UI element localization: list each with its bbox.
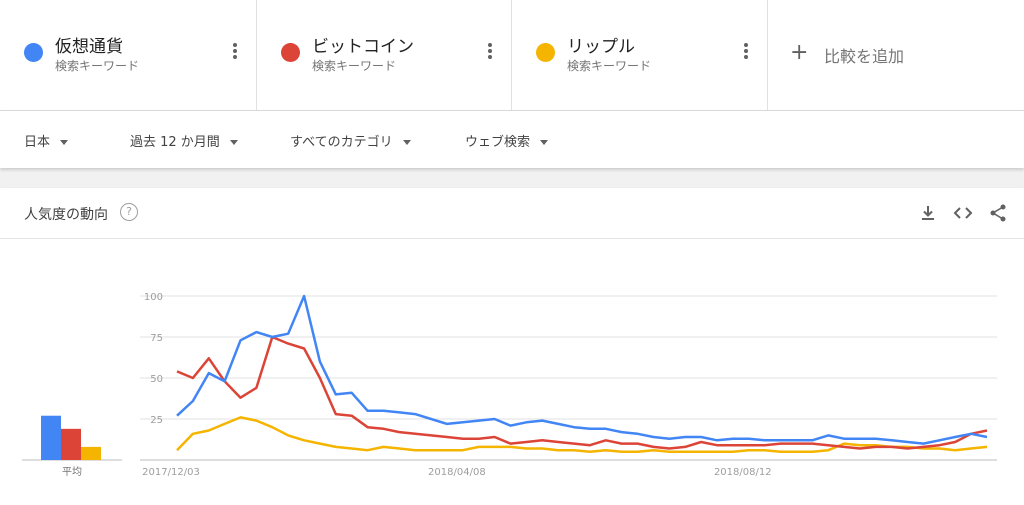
interest-over-time-card: 人気度の動向 ? 平均 25 50 75 100 2017/12/03 2018/04/0…: [0, 188, 1024, 505]
x-tick-label: 2018/08/12: [714, 467, 772, 478]
download-icon[interactable]: [917, 202, 939, 224]
term-name: 仮想通貨: [55, 37, 123, 57]
card-header: 人気度の動向 ?: [0, 188, 1024, 239]
term-subtitle: 検索キーワード: [55, 59, 140, 73]
series-color-dot: [24, 43, 43, 62]
category-dropdown[interactable]: すべてのカテゴリ: [290, 131, 411, 150]
term-subtitle: 検索キーワード: [567, 59, 652, 73]
series-line-3: [176, 416, 988, 454]
x-tick-label: 2018/04/08: [428, 467, 486, 478]
series-line-2: [176, 335, 988, 450]
filter-bar: 日本 過去 12 か月間 すべてのカテゴリ ウェブ検索: [0, 111, 1024, 168]
y-tick-label: 25: [150, 415, 163, 426]
more-options-icon[interactable]: [232, 43, 238, 63]
y-tick-label: 75: [150, 333, 163, 344]
average-bar-2: [61, 428, 81, 460]
term-name: リップル: [567, 37, 635, 57]
y-tick-label: 50: [150, 374, 163, 385]
share-icon[interactable]: [987, 202, 1009, 224]
search-type-dropdown[interactable]: ウェブ検索: [465, 131, 549, 150]
series-color-dot: [281, 43, 300, 62]
region-dropdown[interactable]: 日本: [24, 131, 69, 150]
help-icon[interactable]: ?: [120, 203, 138, 221]
add-comparison-label: 比較を追加: [824, 47, 905, 66]
x-tick-label: 2017/12/03: [142, 467, 200, 478]
search-type-label: ウェブ検索: [465, 135, 531, 150]
term-card-3[interactable]: リップル 検索キーワード: [512, 0, 768, 110]
caret-down-icon: [229, 140, 238, 145]
average-label: 平均: [62, 466, 82, 478]
card-title: 人気度の動向: [24, 207, 108, 223]
term-subtitle: 検索キーワード: [312, 59, 397, 73]
plus-icon: +: [790, 40, 809, 65]
region-label: 日本: [24, 135, 51, 150]
line-chart: 25 50 75 100 2017/12/03 2018/04/08 2018/08/12: [140, 292, 997, 478]
term-card-2[interactable]: ビットコイン 検索キーワード: [257, 0, 512, 110]
time-range-label: 過去 12 か月間: [130, 135, 220, 150]
search-terms-bar: 仮想通貨 検索キーワード ビットコイン 検索キーワード リップル 検索キーワード…: [0, 0, 1024, 111]
average-bar-3: [81, 446, 101, 460]
series-color-dot: [536, 43, 555, 62]
caret-down-icon: [402, 140, 411, 145]
add-comparison-button[interactable]: + 比較を追加: [768, 0, 1024, 110]
series-line-1: [176, 294, 988, 445]
term-card-1[interactable]: 仮想通貨 検索キーワード: [0, 0, 257, 110]
y-tick-label: 100: [144, 292, 163, 303]
term-name: ビットコイン: [312, 37, 414, 57]
embed-icon[interactable]: [952, 202, 974, 224]
average-bar-chart: 平均: [22, 415, 122, 478]
more-options-icon[interactable]: [743, 43, 749, 63]
caret-down-icon: [540, 140, 549, 145]
time-range-dropdown[interactable]: 過去 12 か月間: [130, 131, 238, 150]
caret-down-icon: [60, 140, 69, 145]
more-options-icon[interactable]: [487, 43, 493, 63]
average-bar-1: [41, 415, 61, 460]
category-label: すべてのカテゴリ: [290, 135, 393, 150]
